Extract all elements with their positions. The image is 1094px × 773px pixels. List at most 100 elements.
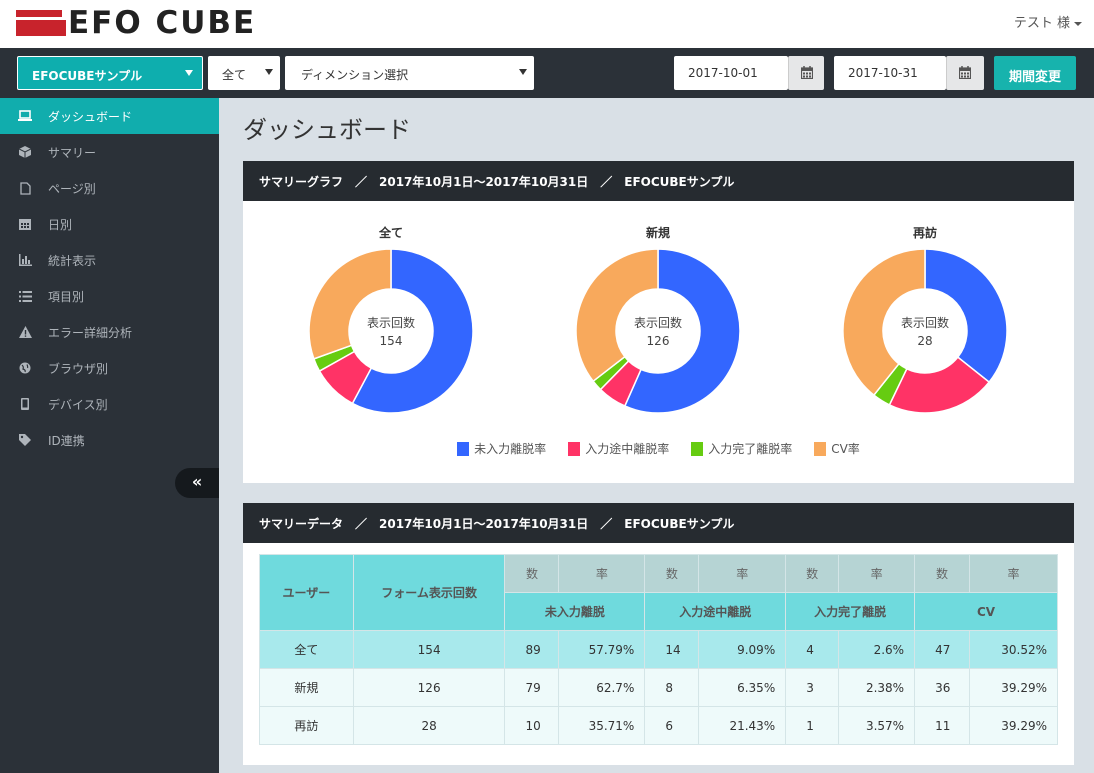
start-calendar-button[interactable] — [788, 56, 824, 90]
legend-item[interactable]: 入力完了離脱率 — [691, 440, 792, 457]
bar-chart-icon — [18, 253, 32, 267]
dimension-select-value: ディメンション選択 — [301, 68, 409, 82]
cell-user: 全て — [259, 630, 354, 669]
cell-count: 6 — [644, 706, 700, 745]
legend-label: 入力途中離脱率 — [585, 442, 670, 456]
legend-label: CV率 — [831, 442, 860, 456]
warning-icon — [18, 325, 32, 339]
laptop-icon — [18, 109, 32, 123]
sidebar-item-fields[interactable]: 項目別 — [0, 278, 219, 314]
sidebar-item-label: デバイス別 — [48, 397, 108, 412]
start-date-input[interactable]: 2017-10-01 — [674, 56, 788, 90]
globe-icon — [18, 361, 32, 375]
header-group: 未入力離脱 — [504, 592, 646, 631]
donut-center-label: 表示回数 126 — [608, 314, 708, 350]
sidebar-item-dashboard[interactable]: ダッシュボード — [0, 98, 219, 134]
end-calendar-button[interactable] — [946, 56, 984, 90]
cell-rate: 2.38% — [838, 668, 916, 707]
sidebar-item-summary[interactable]: サマリー — [0, 134, 219, 170]
panel-heading: サマリーデータ ／ 2017年10月1日〜2017年10月31日 ／ EFOCU… — [243, 503, 1074, 543]
header-form-views: フォーム表示回数 — [352, 554, 506, 631]
header-rate[interactable]: 率 — [558, 554, 646, 593]
cell-count: 10 — [504, 706, 560, 745]
donut-slice[interactable] — [842, 248, 926, 397]
segment-select-value: 全て — [222, 68, 247, 82]
cell-rate: 39.29% — [969, 706, 1058, 745]
header-rate[interactable]: 率 — [698, 554, 787, 593]
dimension-select[interactable]: ディメンション選択 — [285, 56, 534, 90]
sidebar-item-label: 項目別 — [48, 289, 85, 304]
cube-icon — [18, 145, 32, 159]
mobile-icon — [18, 397, 32, 411]
dropdown-arrow-icon — [185, 70, 193, 76]
header-count[interactable]: 数 — [914, 554, 971, 593]
cell-rate: 9.09% — [698, 630, 787, 669]
panel-heading: サマリーグラフ ／ 2017年10月1日〜2017年10月31日 ／ EFOCU… — [243, 161, 1074, 201]
double-chevron-left-icon: « — [191, 472, 203, 491]
segment-select[interactable]: 全て — [208, 56, 280, 90]
sidebar-item-id-link[interactable]: ID連携 — [0, 422, 219, 458]
legend-item[interactable]: CV率 — [814, 440, 860, 457]
header-group: 入力完了離脱 — [785, 592, 916, 631]
cell-rate: 3.57% — [838, 706, 916, 745]
legend-label: 未入力離脱率 — [474, 442, 547, 456]
donut-slice[interactable] — [351, 248, 474, 414]
header-rate[interactable]: 率 — [969, 554, 1058, 593]
legend-swatch — [814, 441, 827, 456]
cell-user: 新規 — [259, 668, 354, 707]
chart-legend: 未入力離脱率 入力途中離脱率 入力完了離脱率 CV率 — [243, 440, 1074, 457]
tag-icon — [18, 433, 32, 447]
summary-table: ユーザー フォーム表示回数 数 率 数 率 数 率 数 率 未入力離脱 入力途中… — [259, 554, 1058, 745]
legend-swatch — [691, 441, 704, 456]
header-group: CV — [914, 592, 1058, 631]
file-icon — [18, 181, 32, 195]
summary-graph-panel: サマリーグラフ ／ 2017年10月1日〜2017年10月31日 ／ EFOCU… — [243, 161, 1074, 483]
dropdown-arrow-icon — [265, 69, 273, 75]
chart-title: 再訪 — [912, 226, 937, 240]
logo-mark-icon — [16, 10, 66, 36]
cell-count: 4 — [785, 630, 840, 669]
header-count[interactable]: 数 — [644, 554, 700, 593]
sidebar-item-browser[interactable]: ブラウザ別 — [0, 350, 219, 386]
legend-item[interactable]: 入力途中離脱率 — [568, 440, 669, 457]
end-date-input[interactable]: 2017-10-31 — [834, 56, 946, 90]
start-date-value: 2017-10-01 — [688, 66, 758, 80]
sidebar-item-device[interactable]: デバイス別 — [0, 386, 219, 422]
sidebar-item-label: エラー詳細分析 — [48, 325, 133, 340]
header-count[interactable]: 数 — [504, 554, 560, 593]
donut-slice[interactable] — [575, 248, 659, 383]
change-period-button[interactable]: 期間変更 — [994, 56, 1076, 90]
calendar-icon — [959, 66, 971, 79]
table-row: 新規 126 79 62.7% 8 6.35% 3 2.38% 36 39.29… — [259, 668, 1058, 707]
sidebar-item-daily[interactable]: 日別 — [0, 206, 219, 242]
sidebar-item-label: ID連携 — [48, 433, 85, 448]
dropdown-arrow-icon — [519, 69, 527, 75]
efo-cube-logo[interactable]: EFO CUBE — [16, 8, 256, 39]
center-caption: 表示回数 — [900, 316, 949, 330]
donut-charts — [308, 248, 1008, 414]
cell-rate: 57.79% — [558, 630, 646, 669]
cell-rate: 39.29% — [969, 668, 1058, 707]
cell-views: 126 — [352, 668, 506, 707]
sidebar-collapse-button[interactable]: « — [175, 468, 219, 498]
user-menu[interactable]: テスト 様 — [1014, 12, 1082, 31]
cell-count: 79 — [504, 668, 560, 707]
cell-count: 1 — [785, 706, 840, 745]
cell-count: 3 — [785, 668, 840, 707]
cell-views: 154 — [352, 630, 506, 669]
chart-title: 新規 — [645, 226, 670, 240]
list-icon — [18, 289, 32, 303]
sidebar-item-statistics[interactable]: 統計表示 — [0, 242, 219, 278]
end-date-value: 2017-10-31 — [848, 66, 918, 80]
donut-slice[interactable] — [308, 248, 392, 360]
header-rate[interactable]: 率 — [838, 554, 916, 593]
donut-slice[interactable] — [623, 248, 741, 414]
top-header: EFO CUBE テスト 様 — [0, 0, 1094, 48]
donut-slice[interactable] — [924, 248, 1008, 384]
form-select[interactable]: EFOCUBEサンプル — [17, 56, 203, 90]
header-count[interactable]: 数 — [785, 554, 840, 593]
legend-item[interactable]: 未入力離脱率 — [457, 440, 546, 457]
sidebar-item-error-analysis[interactable]: エラー詳細分析 — [0, 314, 219, 350]
page-title: ダッシュボード — [243, 116, 411, 144]
sidebar-item-pages[interactable]: ページ別 — [0, 170, 219, 206]
